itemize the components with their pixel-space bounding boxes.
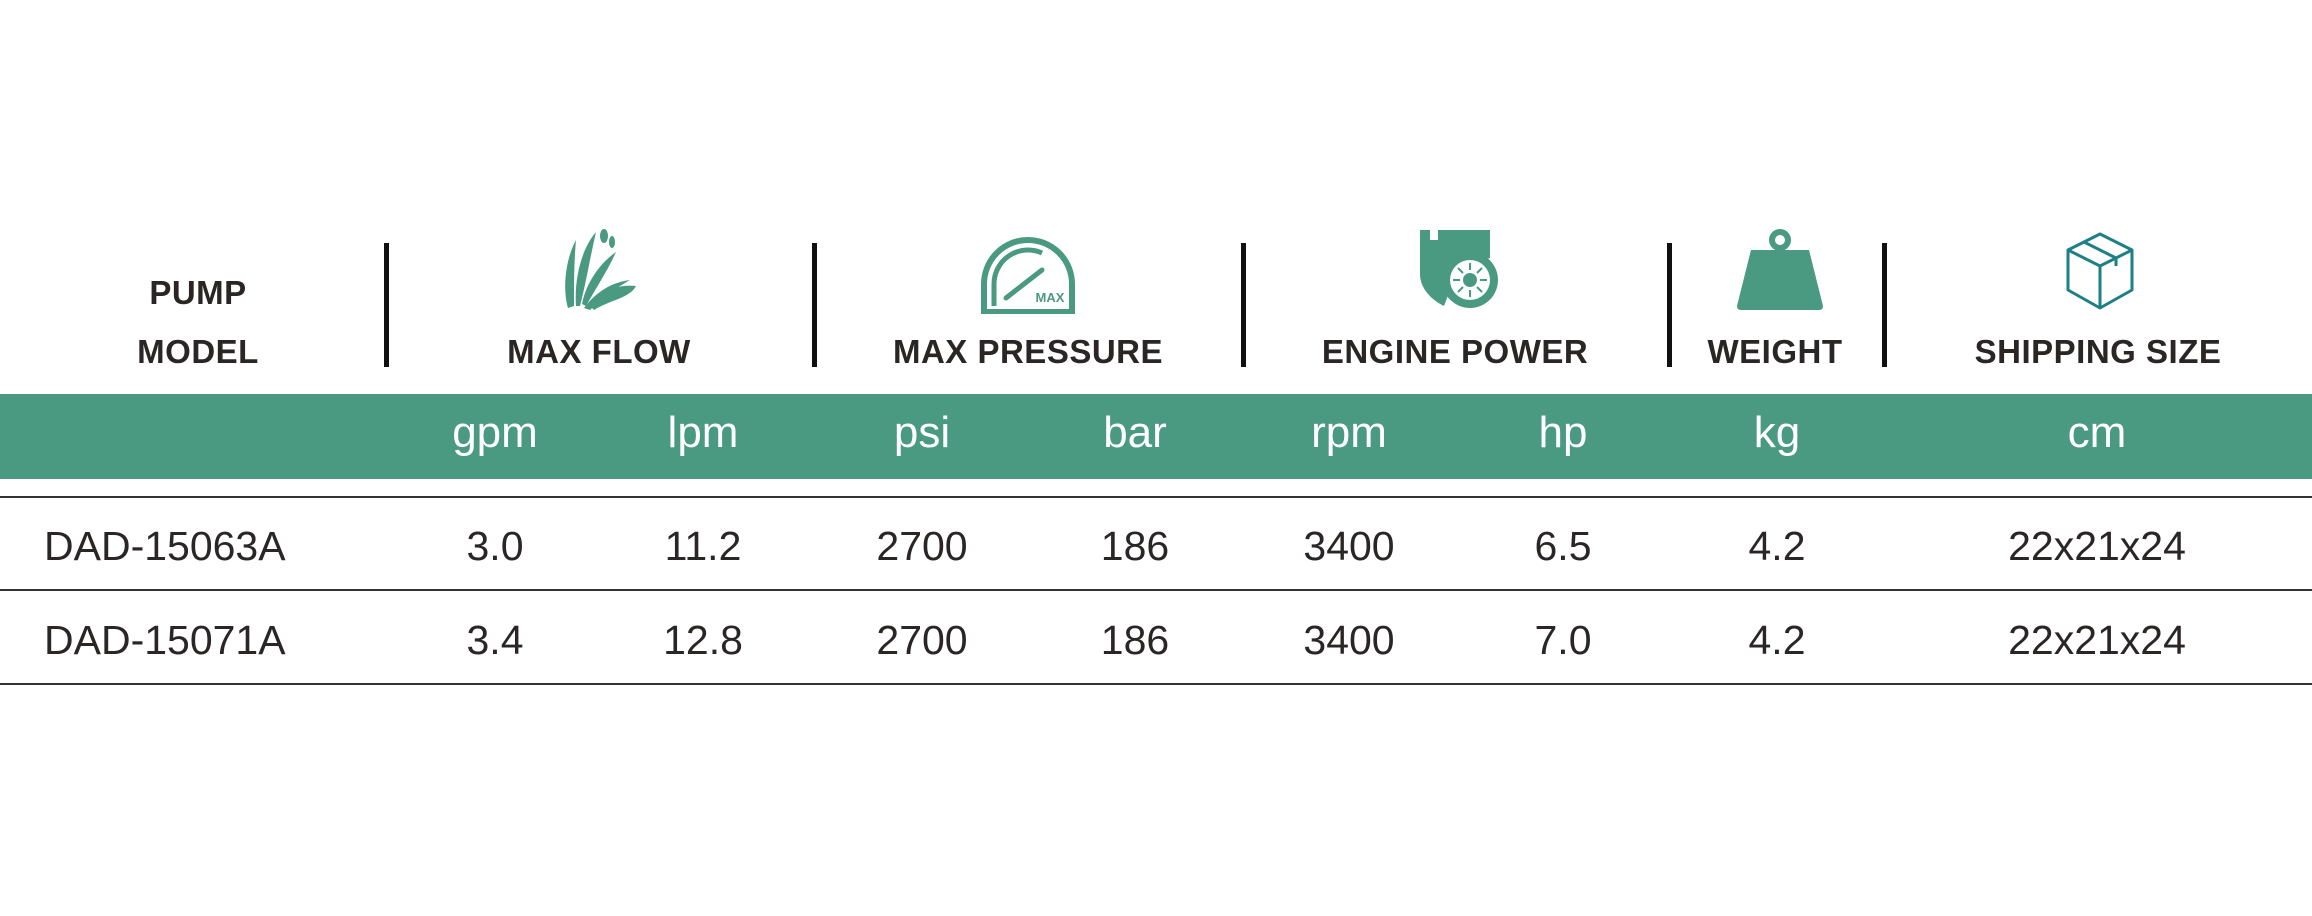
cell-model: DAD-15071A (44, 617, 286, 663)
table-rule (0, 496, 2312, 498)
cell-lpm: 12.8 (663, 617, 743, 663)
unit-gpm: gpm (452, 408, 538, 457)
cell-psi: 2700 (876, 523, 968, 569)
cell-gpm: 3.4 (466, 617, 524, 663)
unit-bar: bar (1103, 408, 1167, 457)
gauge-max-label: MAX (1036, 290, 1065, 305)
table-rule (0, 683, 2312, 685)
cell-cm: 22x21x24 (2008, 617, 2186, 663)
header-model: MODEL (137, 333, 259, 370)
unit-psi: psi (893, 408, 951, 457)
units-band (0, 394, 2312, 479)
cell-psi: 2700 (876, 617, 968, 663)
unit-cm: cm (2067, 408, 2127, 457)
cell-gpm: 3.0 (466, 523, 524, 569)
unit-lpm: lpm (667, 408, 739, 457)
unit-rpm: rpm (1311, 408, 1387, 457)
box-icon (2066, 232, 2134, 310)
cell-rpm: 3400 (1303, 523, 1395, 569)
column-divider (1667, 243, 1672, 367)
column-divider (1241, 243, 1246, 367)
cell-lpm: 11.2 (664, 523, 742, 569)
column-divider (384, 243, 389, 367)
header-weight: WEIGHT (1707, 333, 1843, 370)
weight-icon (1737, 229, 1823, 310)
cell-model: DAD-15063A (44, 523, 286, 569)
pressure-gauge-icon: MAX (981, 237, 1075, 314)
column-divider (812, 243, 817, 367)
unit-hp: hp (1538, 408, 1588, 457)
header-engine-power: ENGINE POWER (1321, 333, 1589, 370)
header-max-pressure: MAX PRESSURE (892, 333, 1164, 370)
cell-kg: 4.2 (1748, 523, 1806, 569)
cell-bar: 186 (1100, 617, 1170, 663)
cell-bar: 186 (1100, 523, 1170, 569)
cell-cm: 22x21x24 (2008, 523, 2186, 569)
header-max-flow: MAX FLOW (507, 333, 691, 370)
unit-kg: kg (1753, 408, 1801, 457)
engine-icon (1420, 230, 1498, 308)
column-divider (1882, 243, 1887, 367)
header-pump: PUMP (149, 274, 247, 311)
water-splash-icon (565, 229, 636, 310)
table-rule (0, 589, 2312, 591)
cell-hp: 6.5 (1534, 523, 1592, 569)
cell-hp: 7.0 (1534, 617, 1592, 663)
header-shipping-size: SHIPPING SIZE (1974, 333, 2222, 370)
cell-rpm: 3400 (1303, 617, 1395, 663)
cell-kg: 4.2 (1748, 617, 1806, 663)
